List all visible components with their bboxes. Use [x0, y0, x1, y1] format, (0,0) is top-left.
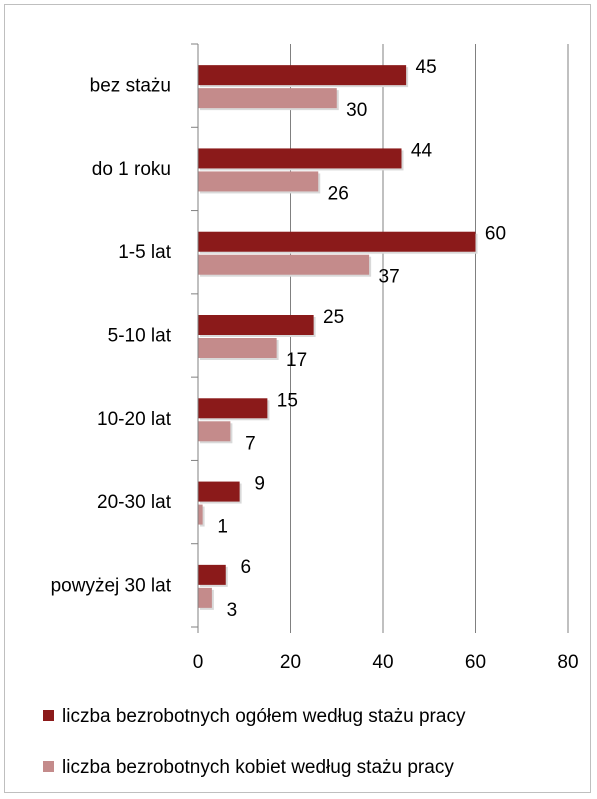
- axes: [191, 43, 199, 628]
- legend-swatch: [43, 710, 54, 721]
- category-label: bez stażu: [90, 76, 171, 97]
- bars: [198, 65, 478, 610]
- data-label: 60: [485, 224, 506, 245]
- bar-total: [198, 65, 407, 86]
- data-label: 37: [379, 267, 400, 288]
- data-label: 17: [286, 350, 307, 371]
- bar-women: [198, 421, 231, 442]
- data-label: 44: [411, 140, 433, 161]
- category-label: powyżej 30 lat: [51, 575, 172, 596]
- legend: liczba bezrobotnych ogółem według stażu …: [43, 706, 466, 778]
- data-label: 6: [240, 557, 251, 578]
- category-label: 5-10 lat: [108, 326, 172, 347]
- bar-women: [198, 587, 212, 608]
- x-tick-label: 80: [557, 652, 578, 673]
- data-label: 45: [416, 57, 437, 78]
- data-label: 3: [227, 600, 238, 621]
- bar-women: [198, 338, 277, 358]
- category-label: 20-30 lat: [97, 492, 172, 513]
- x-tick-label: 60: [465, 652, 486, 673]
- bar-total: [198, 564, 226, 585]
- data-label: 9: [254, 474, 265, 495]
- category-label: do 1 roku: [92, 159, 171, 180]
- data-label: 7: [245, 433, 256, 454]
- legend-label: liczba bezrobotnych kobiet według stażu …: [62, 757, 454, 778]
- bar-total: [198, 481, 240, 502]
- bar-total: [198, 231, 476, 252]
- labels: 0 20 40 60 80 bez stażu 45 30 do 1 roku 44 26 1-5 l…: [51, 57, 579, 673]
- x-tick-label: 0: [193, 652, 204, 673]
- legend-swatch: [43, 761, 54, 772]
- category-label: 10-20 lat: [97, 409, 172, 430]
- x-tick-label: 20: [280, 652, 301, 673]
- bar-total: [198, 398, 268, 419]
- bar-women: [198, 504, 203, 525]
- data-label: 30: [346, 100, 367, 121]
- bar-women: [198, 171, 319, 192]
- data-label: 26: [328, 183, 349, 204]
- data-label: 15: [277, 390, 298, 411]
- bar-women: [198, 88, 337, 109]
- data-label: 25: [323, 307, 344, 328]
- category-label: 1-5 lat: [118, 242, 172, 263]
- bar-total: [198, 148, 402, 169]
- bar-women: [198, 254, 370, 275]
- x-tick-label: 40: [372, 652, 393, 673]
- data-label: 1: [217, 517, 228, 538]
- chart-frame: [4, 4, 591, 793]
- legend-label: liczba bezrobotnych ogółem według stażu …: [62, 706, 466, 727]
- bar-total: [198, 315, 314, 335]
